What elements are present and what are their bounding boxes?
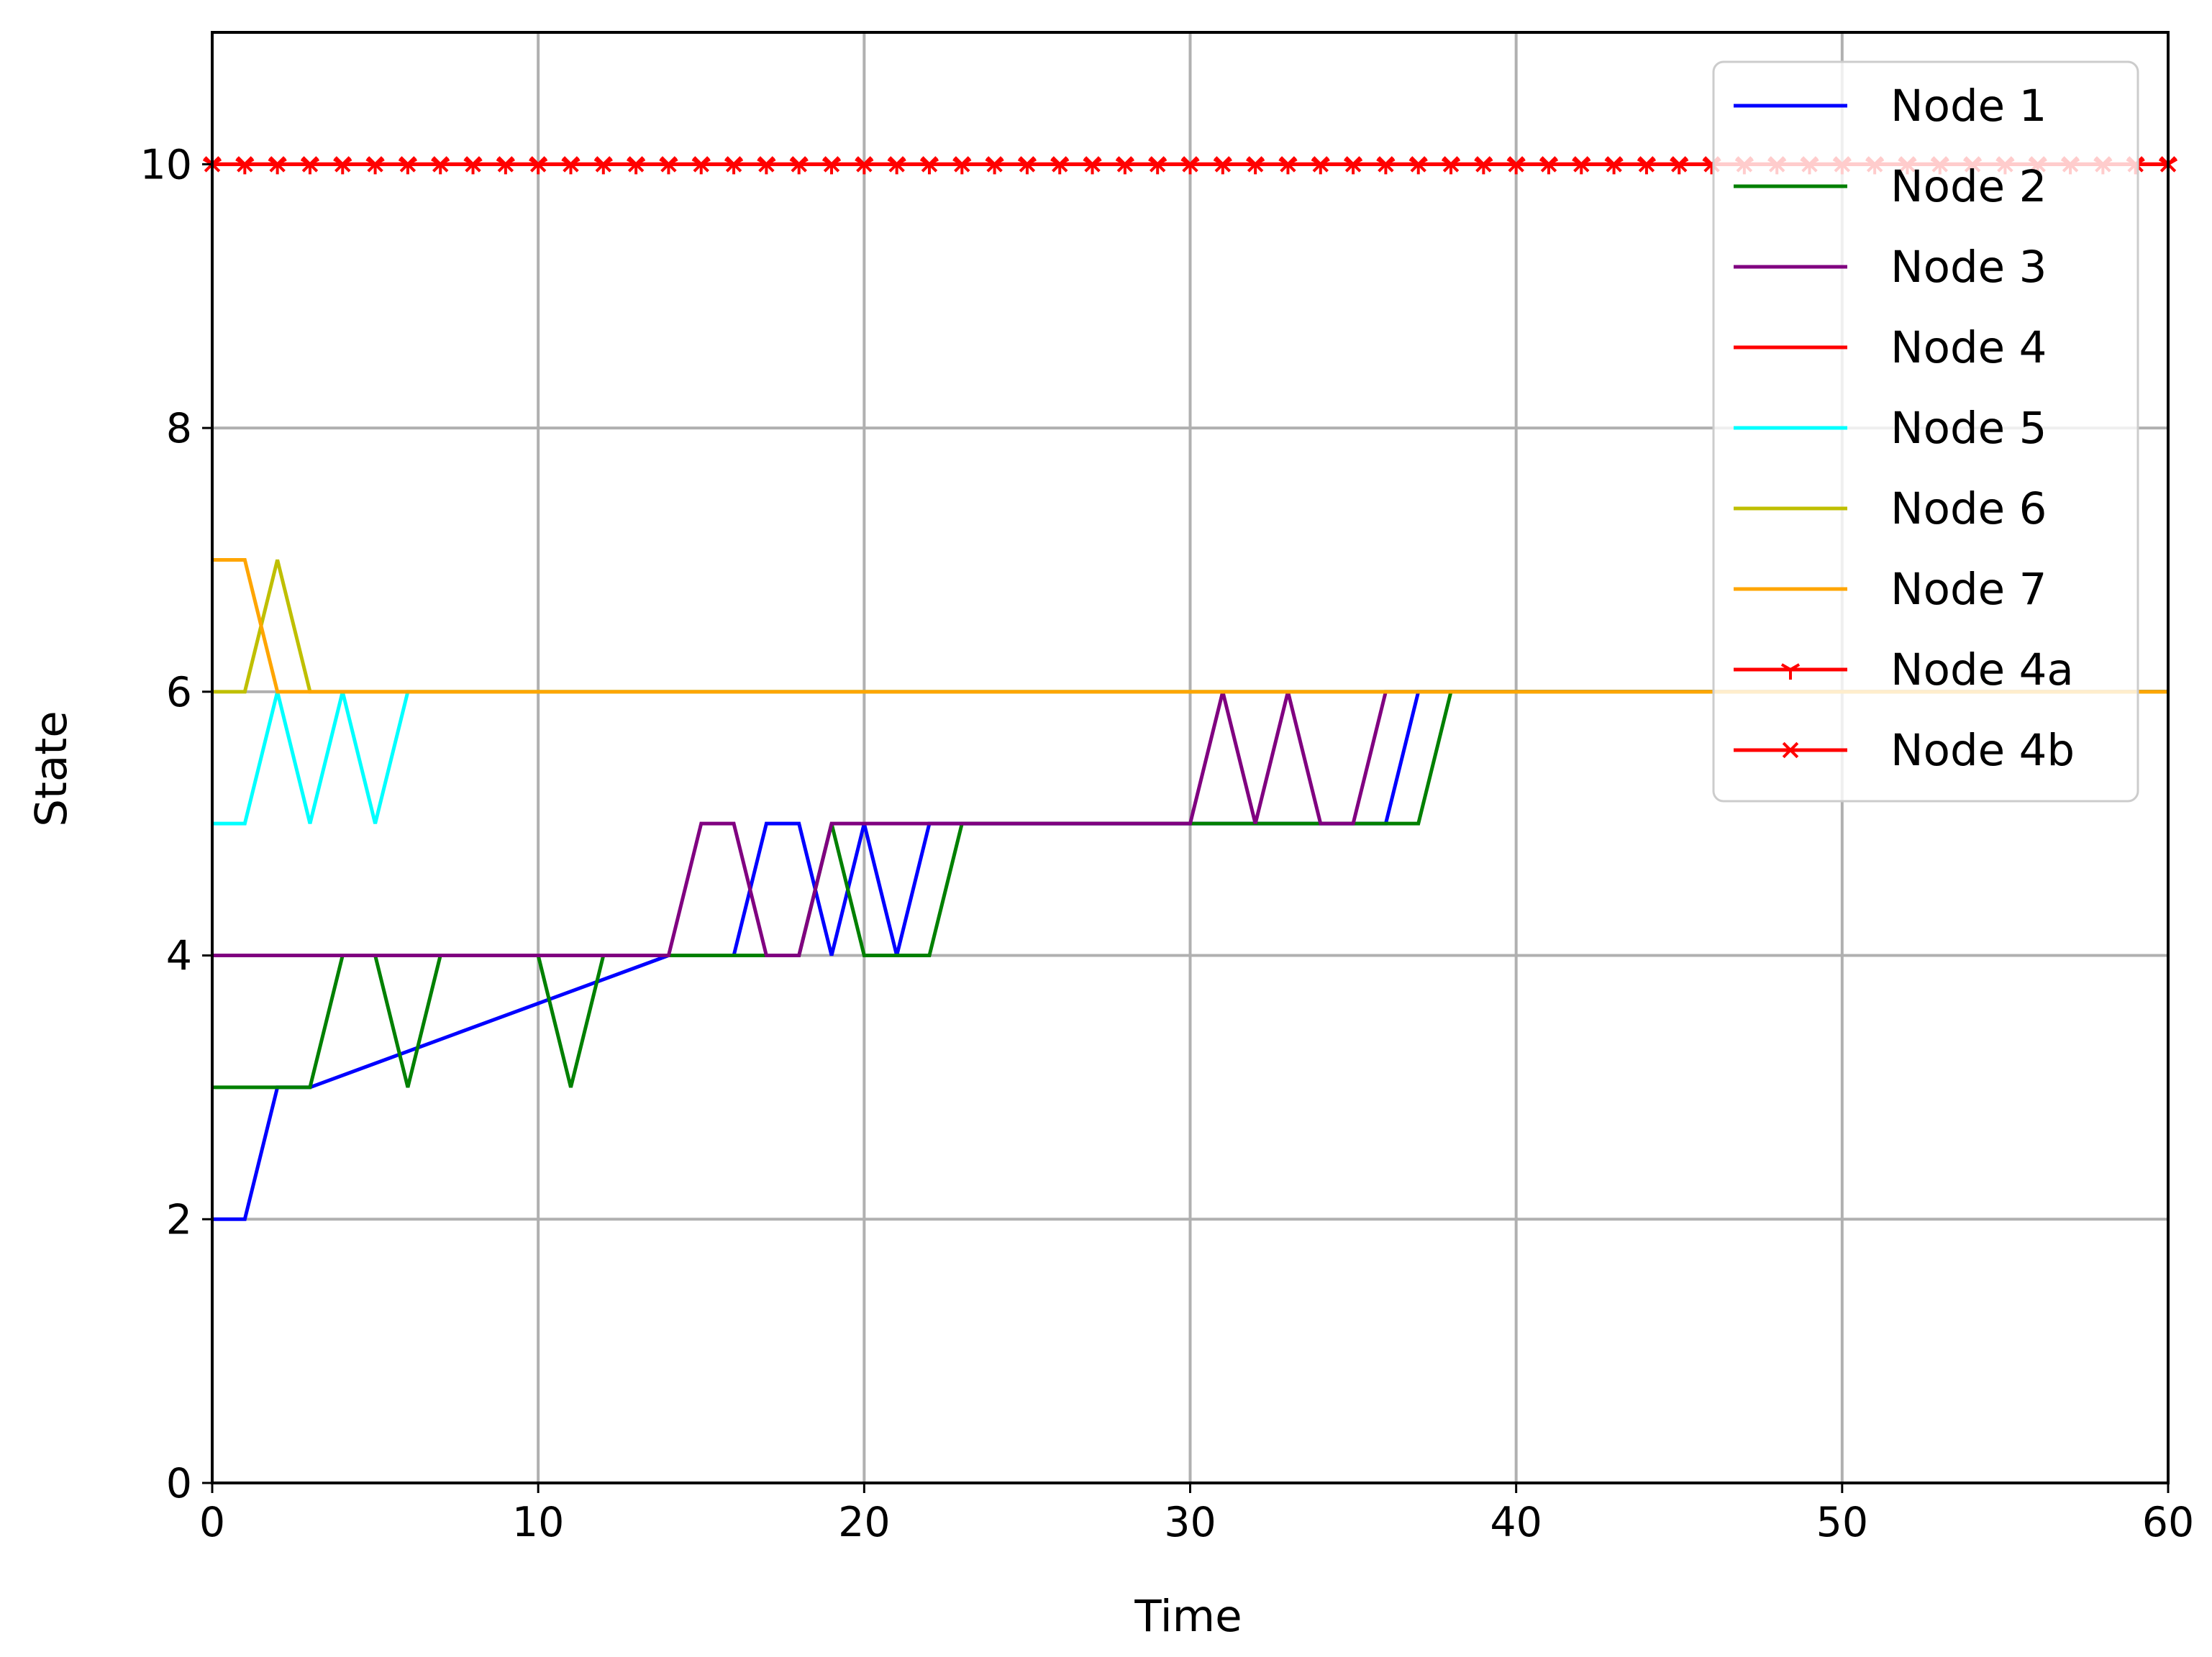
marker-x — [1280, 156, 1296, 173]
y-tick-label: 2 — [166, 1196, 192, 1243]
x-tick-label: 50 — [1816, 1499, 1869, 1546]
marker-x — [1312, 156, 1329, 173]
y-axis-title: State — [26, 711, 77, 826]
legend-label: Node 4a — [1890, 644, 2074, 695]
legend-item-node-2: Node 2 — [1734, 161, 2047, 212]
marker-tri-down — [1789, 663, 1801, 671]
x-tick-label: 10 — [512, 1499, 565, 1546]
marker-x — [399, 156, 417, 173]
marker-x — [1475, 156, 1492, 173]
marker-x — [334, 156, 351, 173]
marker-x — [1540, 156, 1557, 173]
marker-x — [1671, 156, 1688, 173]
marker-x — [986, 156, 1003, 173]
legend-box — [1712, 60, 2139, 803]
marker-x — [1508, 156, 1524, 173]
legend-item-node-1: Node 1 — [1734, 81, 2047, 132]
marker-x — [1782, 741, 1799, 759]
legend-label: Node 3 — [1890, 242, 2047, 293]
legend-item-node-6: Node 6 — [1734, 483, 2047, 534]
series-node-3 — [212, 690, 2168, 958]
legend-label: Node 5 — [1890, 403, 2047, 454]
y-tick-label: 0 — [166, 1460, 192, 1507]
marker-x — [725, 156, 742, 173]
marker-x — [563, 156, 579, 173]
legend-label: Node 2 — [1890, 161, 2047, 212]
marker-x — [465, 156, 481, 173]
marker-x — [1214, 156, 1232, 173]
marker-x — [856, 156, 873, 173]
legend-label: Node 6 — [1890, 483, 2047, 534]
marker-x — [627, 156, 645, 173]
x-tick-label: 60 — [2142, 1499, 2195, 1546]
series-node-7 — [212, 557, 2168, 694]
marker-x — [1344, 156, 1362, 173]
marker-x — [1149, 156, 1166, 173]
legend-item-node-4: Node 4 — [1734, 322, 2047, 373]
series-line-node-5 — [212, 690, 2168, 826]
marker-x — [758, 156, 775, 173]
x-tick-label: 30 — [1164, 1499, 1216, 1546]
marker-x — [1247, 156, 1264, 173]
marker-x — [1442, 156, 1460, 173]
marker-x — [1084, 156, 1101, 173]
x-tick-label: 0 — [199, 1499, 225, 1546]
marker-x — [791, 156, 807, 173]
series-node-5 — [212, 690, 2168, 826]
marker-x — [237, 156, 253, 173]
x-axis-title: Time — [1134, 1591, 1242, 1642]
marker-x — [1019, 156, 1036, 173]
marker-x — [367, 156, 383, 173]
legend-item-node-4a: Node 4a — [1734, 644, 2074, 695]
marker-x — [1378, 156, 1394, 173]
y-tick-label: 8 — [166, 405, 192, 452]
marker-x — [432, 156, 449, 173]
marker-x — [954, 156, 970, 173]
marker-x — [1573, 156, 1590, 173]
marker-x — [1410, 156, 1426, 173]
marker-x — [1638, 156, 1655, 173]
series-line-node-7 — [212, 557, 2168, 694]
axis-ticks: 0 10 20 30 40 50 60 0 2 4 6 8 10 — [140, 141, 2194, 1546]
marker-x — [1052, 156, 1068, 173]
marker-x — [888, 156, 905, 173]
y-tick-label: 10 — [140, 141, 192, 188]
series-line-node-3 — [212, 690, 2168, 958]
marker-x — [921, 156, 938, 173]
legend-label: Node 4 — [1890, 322, 2047, 373]
legend-label: Node 1 — [1890, 81, 2047, 132]
marker-x — [660, 156, 677, 173]
x-tick-label: 20 — [838, 1499, 891, 1546]
legend: Node 1 Node 2 Node 3 Node 4 Node 5 Node 6 Node… — [1712, 60, 2139, 803]
marker-x — [595, 156, 612, 173]
legend-item-node-5: Node 5 — [1734, 403, 2047, 454]
marker-x — [1182, 156, 1198, 173]
marker-x — [497, 156, 514, 173]
marker-x — [823, 156, 840, 173]
marker-x — [693, 156, 709, 173]
legend-item-node-7: Node 7 — [1734, 564, 2047, 615]
marker-x — [301, 156, 319, 173]
marker-x — [1116, 156, 1134, 173]
marker-x — [1606, 156, 1622, 173]
x-tick-label: 40 — [1490, 1499, 1542, 1546]
marker-x — [269, 156, 286, 173]
y-tick-label: 4 — [166, 933, 192, 980]
legend-label: Node 4b — [1890, 725, 2075, 776]
marker-x — [529, 156, 547, 173]
y-tick-label: 6 — [166, 669, 192, 716]
legend-label: Node 7 — [1890, 564, 2047, 615]
marker-tri-down — [1780, 663, 1792, 671]
legend-item-node-3: Node 3 — [1734, 242, 2047, 293]
legend-item-node-4b: Node 4b — [1734, 725, 2075, 776]
